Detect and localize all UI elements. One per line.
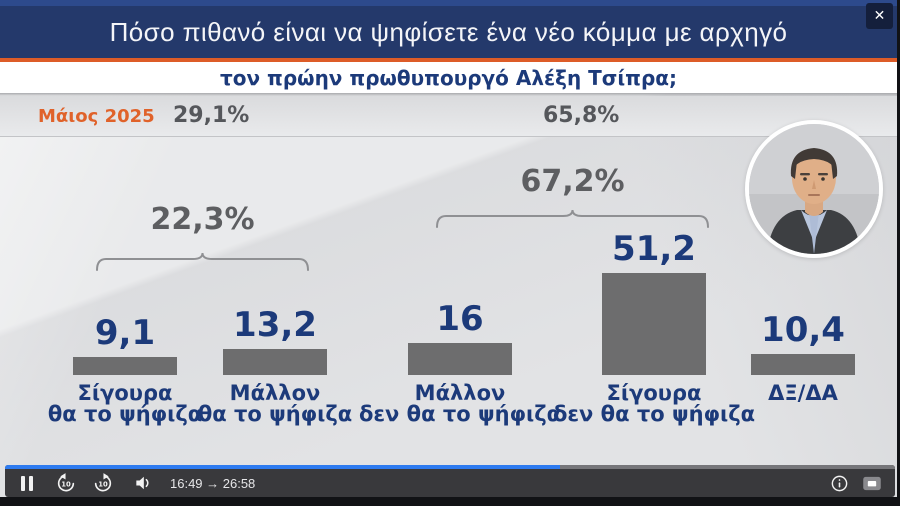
right-group-total: 65,8% [543, 103, 620, 128]
video-frame: Πόσο πιθανό είναι να ψηφίσετε ένα νέο κό… [0, 0, 897, 497]
player-controls-row: 10 10 16:49 → 26:58 [5, 469, 895, 497]
svg-text:10: 10 [61, 481, 71, 489]
miniplayer-button[interactable] [861, 471, 883, 495]
time-display: 16:49 → 26:58 [170, 475, 256, 491]
bar-column-mallon-oxi: 16 Μάλλον δεν θα το ψήφιζα [359, 299, 561, 425]
volume-button[interactable] [132, 471, 154, 495]
volume-icon [136, 476, 149, 490]
bar-category-label: Σίγουρα δεν θα το ψήφιζα [552, 381, 756, 426]
left-group-total: 29,1% [173, 103, 250, 128]
bar-category-label: Μάλλον θα το ψήφιζα [197, 381, 353, 426]
stats-band: Μάιος 2025 29,1% 65,8% [0, 96, 897, 137]
group2-percentage: 67,2% [520, 164, 625, 199]
svg-text:10: 10 [98, 481, 108, 489]
question-banner: Πόσο πιθανό είναι να ψηφίσετε ένα νέο κό… [0, 6, 897, 58]
rewind-10-icon: 10 [57, 473, 75, 492]
bar [602, 272, 706, 375]
bar [408, 343, 512, 375]
video-player-controls: 10 10 16:49 → 26:58 [5, 465, 895, 497]
subtitle-strip: τον πρώην πρωθυπουργό Αλέξη Τσίπρα; [0, 62, 897, 93]
bar-column-mallon-nai: 13,2 Μάλλον θα το ψήφιζα [180, 304, 370, 425]
subtitle-shadow [0, 93, 897, 97]
info-icon [831, 475, 847, 491]
pause-icon [21, 475, 33, 491]
top-blue-strip [0, 0, 897, 6]
bar-value: 9,1 [94, 312, 156, 353]
bar-category-label: ΔΞ/ΔΑ [768, 381, 838, 405]
bar [73, 356, 177, 375]
question-title: Πόσο πιθανό είναι να ψηφίσετε ένα νέο κό… [109, 16, 788, 47]
close-button[interactable]: ✕ [866, 3, 893, 29]
rewind-10-button[interactable]: 10 [54, 471, 78, 495]
question-subtitle: τον πρώην πρωθυπουργό Αλέξη Τσίπρα; [219, 65, 678, 90]
progress-bar[interactable] [5, 465, 895, 469]
info-button[interactable] [829, 471, 849, 495]
group2-brace [436, 209, 709, 228]
progress-fill [5, 465, 561, 469]
portrait-illustration [749, 124, 879, 254]
group1-percentage: 22,3% [150, 202, 255, 237]
orange-divider [0, 58, 897, 62]
speaker-photo [745, 120, 883, 258]
forward-10-icon: 10 [94, 473, 112, 492]
bar [223, 348, 327, 375]
miniplayer-icon [863, 476, 881, 490]
bar-column-sigoura-oxi: 51,2 Σίγουρα δεν θα το ψήφιζα [553, 228, 755, 425]
bar-value: 16 [436, 299, 484, 339]
bar [751, 354, 855, 375]
bar-column-dxda: 10,4 ΔΞ/ΔΑ [708, 310, 897, 404]
group1-brace [96, 252, 309, 271]
bar-value: 13,2 [233, 304, 317, 345]
pause-button[interactable] [19, 471, 35, 495]
bar-category-label: Μάλλον δεν θα το ψήφιζα [358, 381, 562, 426]
forward-10-button[interactable]: 10 [91, 471, 115, 495]
bar-category-label: Σίγουρα θα το ψήφιζα [47, 381, 203, 426]
bar-value: 10,4 [761, 310, 845, 351]
date-label: Μάιος 2025 [38, 106, 155, 127]
bar-value: 51,2 [612, 228, 696, 269]
bar-column-sigoura-nai: 9,1 Σίγουρα θα το ψήφιζα [30, 312, 220, 425]
